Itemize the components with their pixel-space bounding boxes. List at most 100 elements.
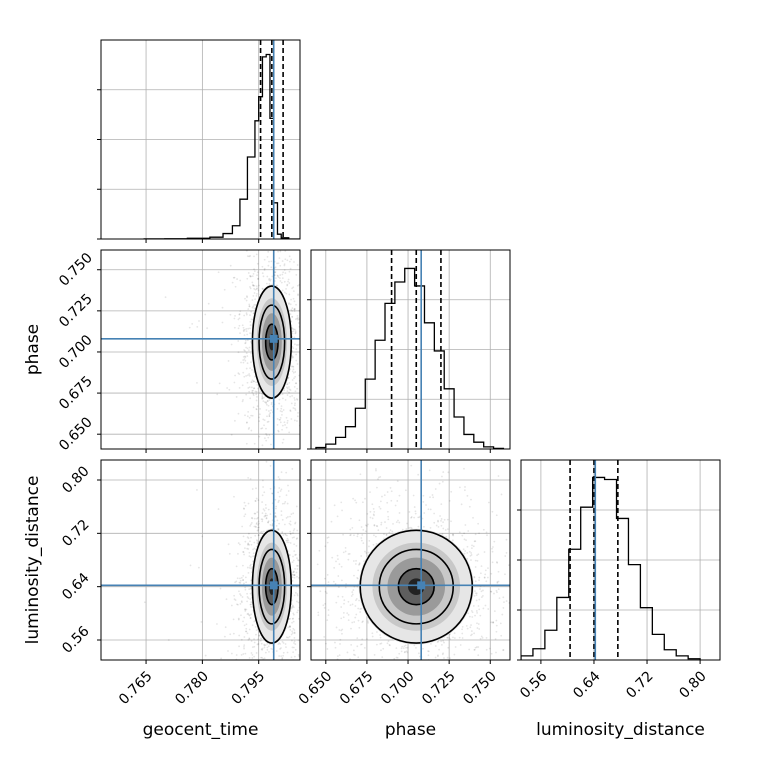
sample-point [333,566,336,569]
sample-point [410,516,412,519]
sample-point [267,232,269,234]
sample-point [470,547,473,550]
sample-point [405,528,408,530]
sample-point [289,617,292,620]
sample-point [261,397,264,400]
sample-point [649,580,651,582]
sample-point [278,478,281,481]
sample-point [351,526,354,529]
sample-point [340,579,343,582]
sample-point [320,618,322,620]
sample-point [288,270,291,273]
sample-point [252,380,255,383]
sample-point [291,561,294,564]
sample-point [253,287,256,290]
sample-point [371,635,374,638]
density-frame [310,459,511,661]
sample-point [353,574,355,577]
sample-point [297,559,300,562]
sample-point [366,512,369,515]
sample-point [283,291,286,294]
sample-point [251,368,253,371]
sample-point [295,353,298,356]
sample-point [528,558,530,560]
sample-point [286,651,289,654]
sample-point [577,541,579,543]
sample-point [369,491,371,494]
sample-point [217,271,220,274]
sample-point [297,322,300,324]
sample-point [300,637,302,639]
sample-point [247,327,250,330]
sample-point [266,643,269,645]
sample-point [361,501,364,504]
sample-point [274,240,276,242]
contour-line [258,304,286,380]
sample-point [438,648,440,651]
sample-point [265,697,267,699]
sample-point [227,360,230,362]
sample-point [324,545,327,548]
sample-point [368,539,371,542]
x-tick-label: 0.780 [172,668,212,708]
sample-point [358,562,361,565]
sample-point [260,427,263,430]
sample-point [357,656,360,659]
sample-point [292,529,295,532]
sample-point [495,624,498,627]
sample-point [479,588,481,590]
sample-point [267,264,270,267]
sample-point [269,195,271,197]
sample-point [247,638,250,641]
sample-point [250,567,253,570]
sample-point [249,275,252,278]
sample-point [251,275,254,278]
sample-point [269,665,271,667]
sample-point [250,521,253,524]
sample-point [276,284,279,287]
sample-point [252,294,255,297]
sample-point [290,258,293,261]
sample-point [257,529,260,531]
sample-point [307,548,309,550]
sample-point [276,673,278,675]
sample-point [505,538,508,541]
sample-point [289,523,292,526]
sample-point [274,703,276,705]
sample-point [289,515,291,518]
sample-point [258,284,260,287]
sample-point [291,579,294,582]
sample-point [292,651,295,654]
sample-point [306,343,308,345]
sample-point [452,533,455,536]
sample-point [286,537,289,540]
sample-point [242,330,245,333]
sample-point [243,645,245,648]
sample-point [242,507,245,510]
sample-point [247,349,250,352]
sample-point [326,748,328,750]
sample-point [306,542,308,544]
sample-point [277,491,280,494]
sample-point [290,402,293,405]
sample-point [490,621,493,624]
sample-point [287,233,289,235]
sample-point [474,559,477,562]
sample-point [334,646,337,649]
sample-point [308,648,310,650]
sample-point [532,574,534,576]
sample-point [464,550,467,552]
sample-point [265,507,267,509]
sample-point [433,512,436,515]
sample-point [295,303,297,306]
sample-point [428,469,431,472]
sample-point [335,254,337,256]
sample-point [279,490,282,492]
sample-point [340,617,343,620]
sample-point [249,255,252,257]
sample-point [408,527,411,529]
sample-point [349,534,351,537]
sample-point [301,573,303,575]
sample-point [326,619,329,622]
sample-point [265,705,267,707]
